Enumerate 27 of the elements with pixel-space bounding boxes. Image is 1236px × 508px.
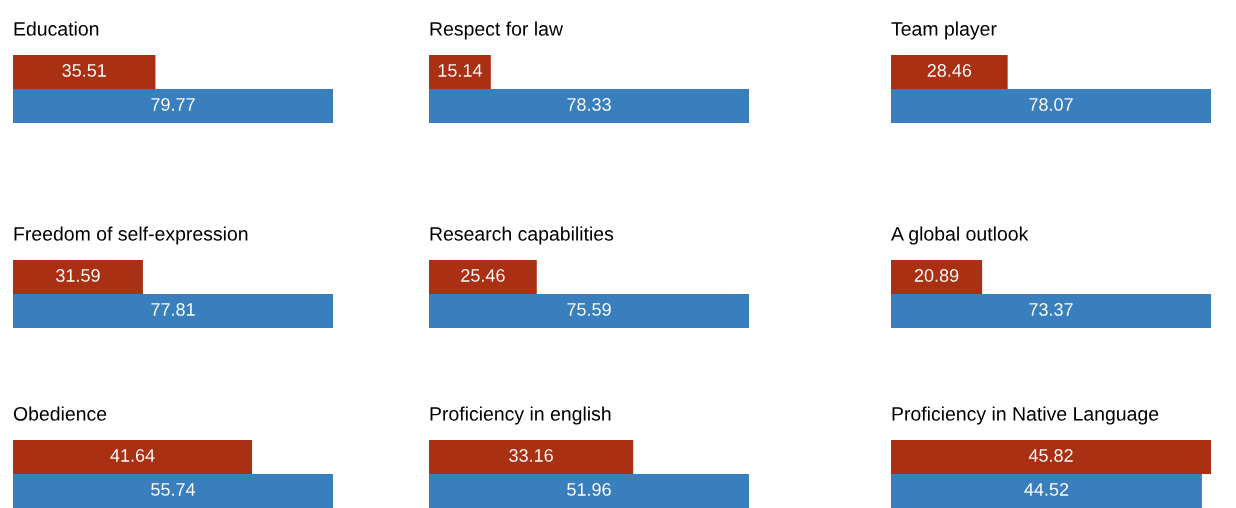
chart-title: A global outlook (891, 226, 1029, 245)
chart-title: Respect for law (430, 21, 564, 40)
data-label: 75.59 (567, 303, 611, 316)
chart-title: Team player (891, 21, 997, 40)
data-label: 73.37 (1029, 303, 1073, 316)
data-label: 44.52 (1024, 483, 1069, 496)
data-label: 45.82 (1028, 449, 1073, 462)
data-label: 51.96 (567, 483, 611, 496)
chart-title: Research capabilities (430, 226, 614, 245)
data-label: 41.64 (110, 449, 155, 462)
data-label: 28.46 (927, 64, 972, 77)
chart-title: Obedience (13, 406, 107, 421)
data-label: 78.33 (567, 98, 611, 111)
data-label: 55.74 (151, 483, 196, 496)
data-label: 77.81 (151, 303, 195, 316)
chart-title: Freedom of self-expression (14, 226, 248, 245)
data-label: 25.46 (461, 269, 505, 282)
data-label: 20.89 (914, 269, 959, 282)
data-label: 33.16 (509, 449, 553, 462)
chart-title: Proficiency in Native Language (892, 406, 1159, 425)
data-label: 79.77 (151, 98, 195, 111)
data-label: 15.14 (438, 64, 482, 77)
chart-title: Education (14, 21, 99, 36)
data-label: 78.07 (1029, 98, 1073, 111)
data-label: 35.51 (62, 64, 106, 77)
data-label: 31.59 (56, 269, 100, 282)
chart-title: Proficiency in english (430, 406, 611, 425)
